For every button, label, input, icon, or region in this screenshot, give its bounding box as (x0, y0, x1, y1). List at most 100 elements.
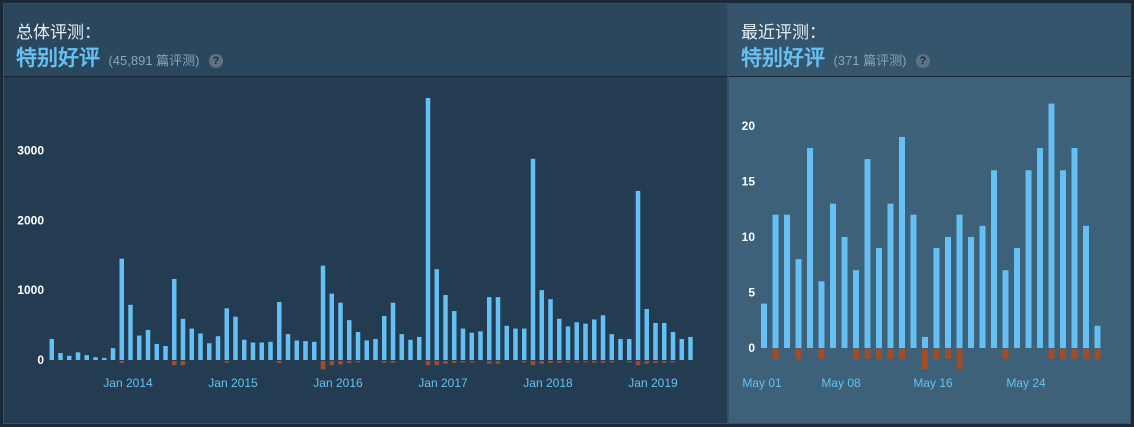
y-tick-label: 5 (748, 285, 755, 299)
positive-bar (399, 334, 404, 360)
recent-reviews-histogram[interactable]: 0 5 10 15 20 May 01 May 08 May 16 May 24 (729, 4, 1132, 425)
positive-bar (635, 190, 641, 360)
negative-bar (329, 361, 334, 366)
positive-bar (968, 236, 974, 348)
negative-bar (574, 361, 579, 363)
positive-bar (338, 302, 343, 360)
positive-bar (618, 339, 623, 360)
x-tick-label: Jan 2016 (313, 376, 363, 390)
negative-bar (495, 361, 501, 364)
negative-bar (530, 361, 536, 366)
recent-review-summary[interactable]: 特别好评 (741, 47, 825, 70)
positive-bar (390, 302, 396, 360)
positive-bar (329, 293, 334, 360)
recent-reviews-title: 最近评测： (741, 23, 826, 42)
negative-bar (887, 349, 894, 359)
negative-bar (644, 361, 649, 364)
x-tick-label: Jan 2015 (208, 376, 258, 390)
y-tick-label: 1000 (17, 283, 44, 297)
negative-bar (425, 361, 431, 366)
positive-bar (653, 322, 658, 360)
positive-bar (899, 136, 905, 348)
overall-reviews-histogram[interactable]: 0 1000 2000 3000 Jan 2014 Jan 2015 Jan 2016 Jan… (4, 4, 729, 425)
negative-bar (320, 361, 326, 370)
positive-bar (530, 158, 536, 360)
x-tick-label: Jan 2018 (523, 376, 573, 390)
positive-bar (443, 295, 448, 360)
help-icon[interactable]: ? (208, 54, 223, 68)
positive-bar (294, 340, 299, 360)
negative-bar (933, 349, 940, 359)
positive-bar (460, 328, 466, 360)
negative-bar (452, 361, 457, 364)
positive-bar (761, 303, 767, 348)
positive-bar (513, 328, 518, 360)
positive-bar (504, 325, 509, 360)
positive-bar (548, 299, 553, 360)
positive-bar (373, 339, 378, 360)
positive-bar (795, 259, 802, 348)
positive-bar (979, 225, 986, 348)
negative-bar (557, 361, 562, 363)
positive-bar (887, 203, 894, 348)
positive-bar (119, 258, 124, 360)
negative-bar (180, 361, 186, 366)
negative-bar (899, 349, 905, 359)
positive-bar (933, 248, 940, 348)
negative-bar (635, 361, 641, 366)
help-icon[interactable]: ? (915, 54, 930, 68)
positive-bar (67, 355, 72, 360)
negative-bar (853, 349, 859, 359)
negative-bar (795, 349, 802, 359)
positive-bar (189, 328, 194, 360)
negative-bar (1048, 349, 1055, 359)
positive-bar (1083, 225, 1089, 348)
negative-bar (922, 349, 928, 369)
positive-bar (876, 248, 882, 348)
positive-bar (565, 326, 571, 360)
positive-bar (347, 320, 352, 360)
positive-bar (1025, 170, 1032, 348)
positive-bar (853, 270, 859, 348)
y-tick-label: 2000 (17, 213, 44, 227)
positive-bar (303, 341, 308, 360)
positive-bar (627, 339, 632, 360)
negative-bar (592, 361, 597, 363)
positive-bar (58, 353, 63, 360)
positive-bar (408, 339, 413, 360)
positive-bar (215, 336, 221, 360)
y-tick-label: 15 (742, 174, 756, 188)
positive-bar (600, 315, 606, 360)
positive-bar (163, 346, 168, 360)
positive-bar (1094, 325, 1101, 348)
negative-bar (382, 361, 387, 363)
positive-bar (93, 357, 98, 360)
recent-reviews-panel: 最近评测： 特别好评 (371 篇评测) ? 0 5 10 15 20 May 01 May… (728, 3, 1131, 424)
positive-bar (452, 311, 457, 360)
negative-bar (434, 361, 439, 366)
negative-bar (1083, 349, 1089, 359)
positive-bar (110, 348, 116, 360)
positive-bar (75, 352, 81, 360)
negative-bar (119, 361, 124, 364)
positive-bar (198, 333, 203, 360)
positive-bar (259, 342, 264, 360)
overall-reviews-panel: 总体评测： 特别好评 (45,891 篇评测) ? 0 1000 2000 3000 J… (3, 3, 728, 424)
negative-bar (565, 361, 571, 363)
positive-bar (285, 334, 291, 360)
positive-bar (49, 339, 54, 360)
positive-bar (224, 308, 229, 360)
positive-bar (137, 335, 142, 360)
negative-bar (609, 361, 614, 363)
positive-bar (662, 322, 667, 360)
positive-bar (250, 342, 256, 360)
negative-bar (864, 349, 871, 359)
positive-bar (841, 236, 848, 348)
negative-bar (347, 361, 352, 364)
x-tick-label: May 24 (1006, 376, 1046, 390)
x-tick-label: Jan 2019 (628, 376, 678, 390)
overall-review-summary[interactable]: 特别好评 (16, 47, 100, 70)
negative-bar (522, 361, 527, 363)
positive-bar (364, 340, 369, 360)
positive-bar (102, 357, 107, 360)
